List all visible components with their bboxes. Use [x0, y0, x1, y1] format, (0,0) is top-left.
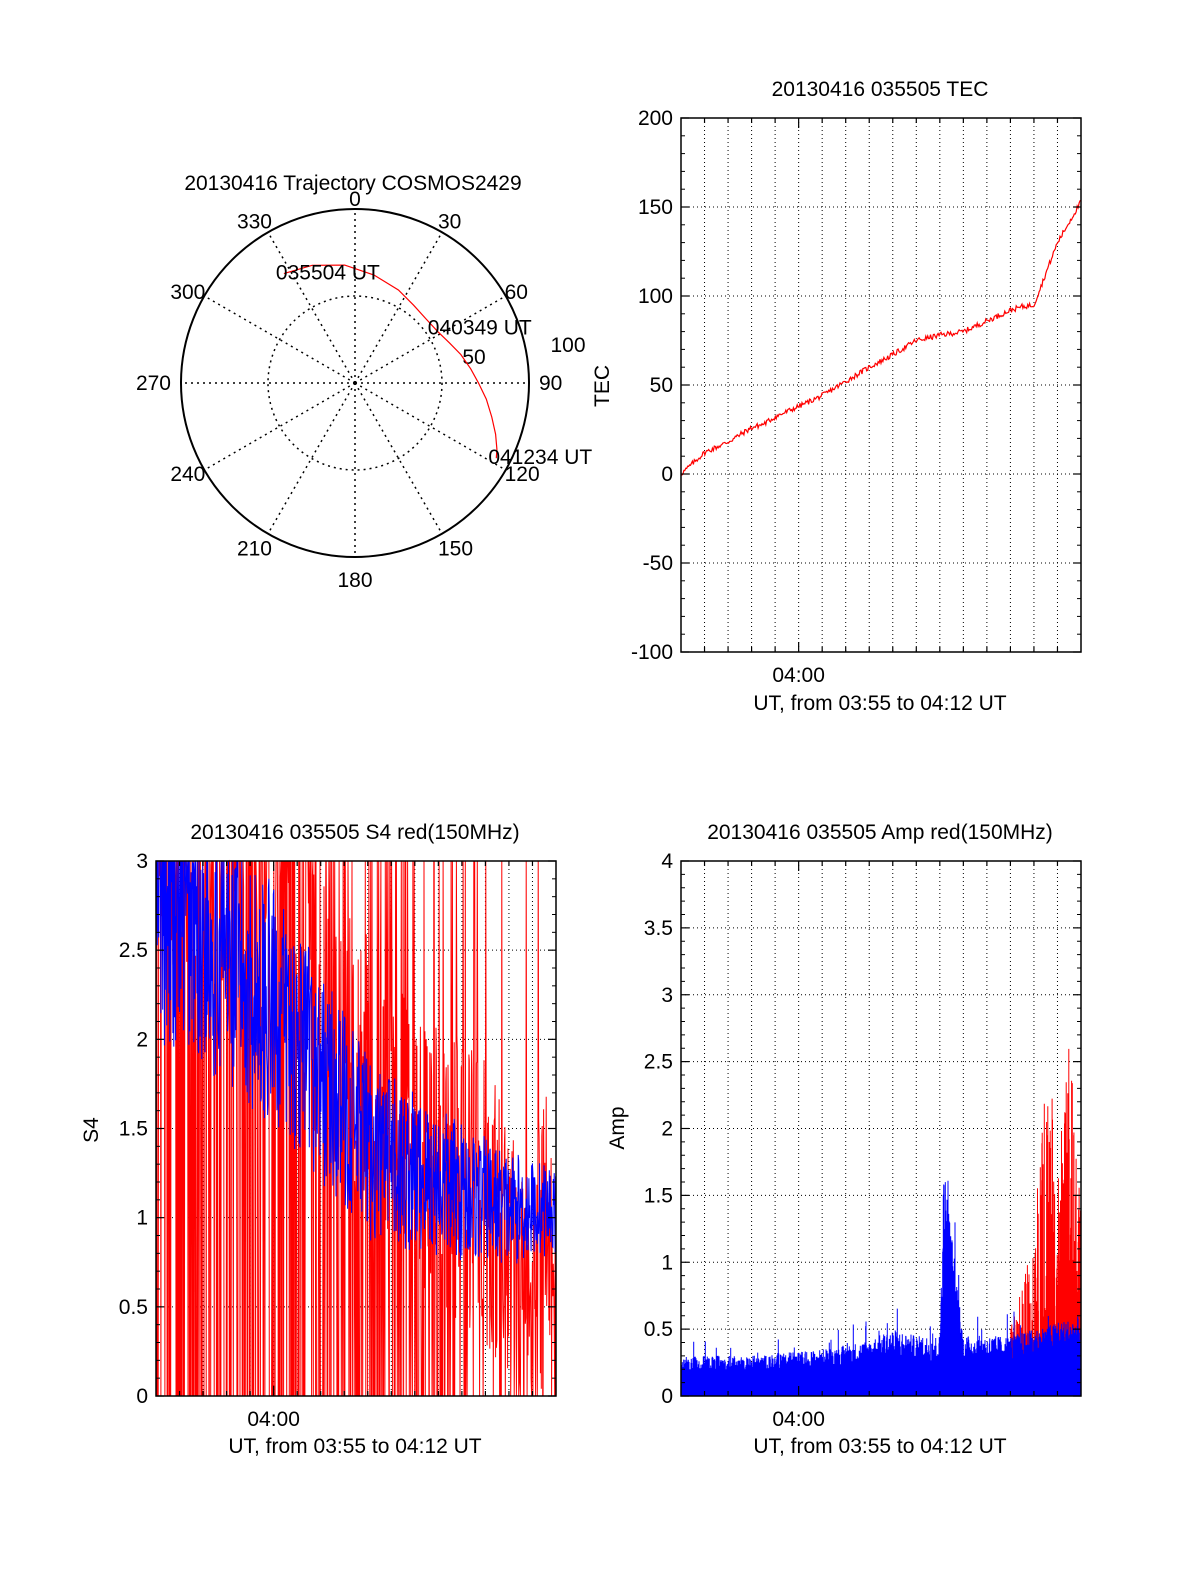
polar-trajectory-line — [283, 264, 498, 459]
amp-ytick-label: 2.5 — [644, 1051, 673, 1074]
polar-outer-circle — [180, 208, 530, 558]
polar-spoke-240 — [203, 382, 356, 471]
polar-azimuth-label: 270 — [136, 372, 171, 395]
amp-ytick-label: 2 — [661, 1118, 673, 1141]
polar-annotation: 035504 UT — [276, 262, 380, 285]
tec-ytick-label: 150 — [638, 196, 673, 219]
polar-inner-circle — [267, 295, 443, 471]
polar-spoke-210 — [267, 382, 356, 535]
amp-ytick-label: 0.5 — [644, 1318, 673, 1341]
tec-ylabel: TEC — [591, 365, 614, 407]
amp-ytick-label: 3.5 — [644, 917, 673, 940]
polar-spoke-30 — [354, 231, 443, 384]
polar-radial-label: 100 — [550, 334, 585, 357]
s4-ytick-label: 0.5 — [119, 1296, 148, 1319]
s4-title: 20130416 035505 S4 red(150MHz) — [190, 821, 519, 844]
amp-panel: 20130416 035505 Amp red(150MHz) 0 0.5 1 1.5… — [606, 821, 1082, 1458]
tec-ytick-label: 200 — [638, 107, 673, 130]
polar-annotation: 040349 UT — [428, 317, 532, 340]
tec-panel: 20130416 035505 TEC -100 -50 0 50 100 150 200 0… — [591, 78, 1082, 715]
polar-azimuth-label: 180 — [337, 569, 372, 592]
amp-ylabel: Amp — [606, 1106, 629, 1149]
tec-ytick-label: 100 — [638, 285, 673, 308]
polar-azimuth-ticks: 0 30 60 90 120 150 180 210 240 270 300 330 — [136, 188, 562, 592]
tec-title: 20130416 035505 TEC — [772, 78, 989, 101]
amp-ytick-label: 1 — [661, 1251, 673, 1274]
polar-azimuth-label: 90 — [539, 372, 562, 395]
polar-trajectory-panel: 20130416 Trajectory COSMOS2429 0 30 60 90 12… — [136, 172, 592, 592]
amp-xlabel: UT, from 03:55 to 04:12 UT — [753, 1435, 1006, 1458]
s4-ylabel: S4 — [80, 1117, 103, 1143]
polar-azimuth-label: 210 — [237, 538, 272, 561]
polar-trajectory — [283, 264, 498, 459]
polar-spoke-150 — [354, 382, 443, 535]
amp-ytick-label: 4 — [661, 850, 673, 873]
s4-ytick-label: 0 — [136, 1385, 148, 1408]
polar-azimuth-label: 30 — [438, 210, 461, 233]
tec-xlabel: UT, from 03:55 to 04:12 UT — [753, 692, 1006, 715]
amp-blue-base — [681, 1369, 1081, 1396]
tec-ytick-label: 0 — [661, 463, 673, 486]
amp-title: 20130416 035505 Amp red(150MHz) — [707, 821, 1053, 844]
polar-annotation: 041234 UT — [488, 446, 592, 469]
polar-spoke-120 — [354, 382, 507, 471]
tec-series-line — [680, 199, 1082, 476]
polar-radial-label: 50 — [462, 346, 485, 369]
amp-ytick-label: 3 — [661, 984, 673, 1007]
polar-azimuth-label: 330 — [237, 210, 272, 233]
s4-xtick-label: 04:00 — [247, 1408, 300, 1431]
s4-ytick-label: 2.5 — [119, 939, 148, 962]
polar-azimuth-label: 300 — [170, 281, 205, 304]
polar-spoke-330 — [267, 231, 356, 384]
polar-azimuth-label: 120 — [505, 463, 540, 486]
amp-ytick-label: 0 — [661, 1385, 673, 1408]
polar-azimuth-label: 0 — [349, 188, 361, 211]
amp-blue-series — [680, 1180, 1082, 1396]
amp-xtick-label: 04:00 — [772, 1408, 825, 1431]
tec-ytick-label: -50 — [643, 552, 673, 575]
tec-ytick-label: -100 — [631, 641, 673, 664]
s4-ytick-label: 1 — [136, 1207, 148, 1230]
polar-annotations: 035504 UT 040349 UT 041234 UT — [276, 262, 592, 470]
s4-ytick-label: 1.5 — [119, 1118, 148, 1141]
s4-ytick-label: 2 — [136, 1028, 148, 1051]
amp-ytick-label: 1.5 — [644, 1184, 673, 1207]
polar-grid — [180, 208, 530, 558]
polar-spoke-60 — [354, 295, 507, 384]
polar-title: 20130416 Trajectory COSMOS2429 — [184, 172, 521, 195]
polar-spoke-300 — [203, 295, 356, 384]
s4-panel: 20130416 035505 S4 red(150MHz) 0 0.5 1 1.5 2… — [80, 821, 557, 1458]
polar-azimuth-label: 60 — [505, 281, 528, 304]
tec-xtick-label: 04:00 — [772, 664, 825, 687]
polar-azimuth-label: 240 — [170, 463, 205, 486]
polar-radial-ticks: 50 100 — [462, 334, 585, 369]
polar-azimuth-label: 150 — [438, 538, 473, 561]
s4-xlabel: UT, from 03:55 to 04:12 UT — [228, 1435, 481, 1458]
tec-ytick-label: 50 — [650, 374, 673, 397]
s4-ytick-label: 3 — [136, 850, 148, 873]
